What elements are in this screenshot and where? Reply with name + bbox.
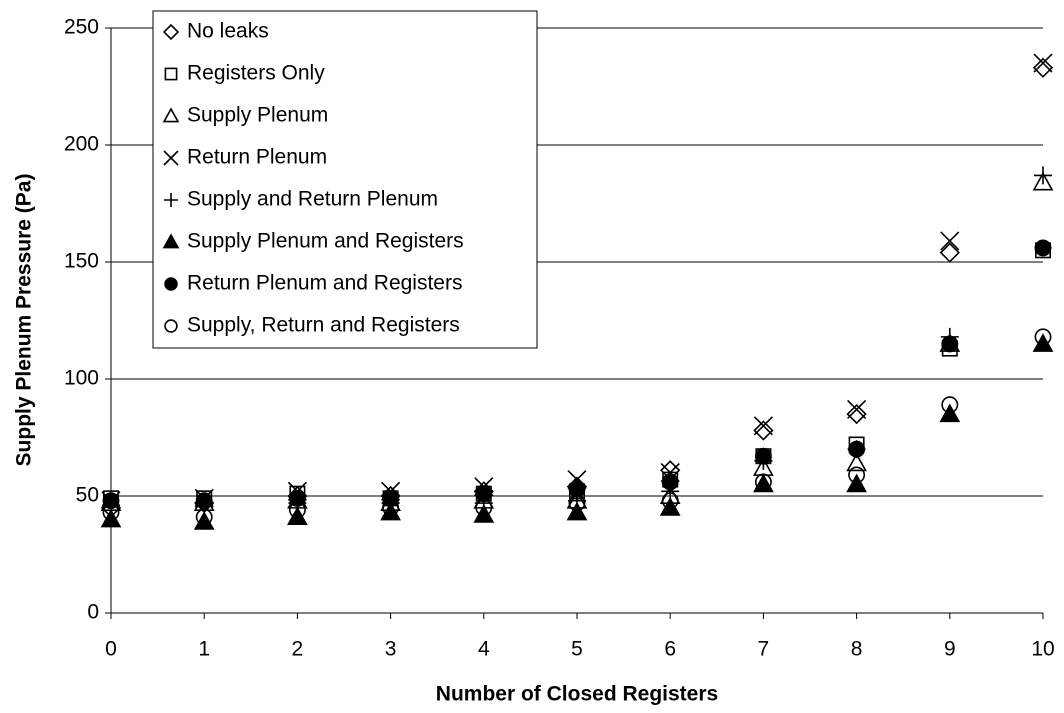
marker: [848, 466, 866, 484]
y-tick-label: 250: [64, 16, 99, 39]
marker: [288, 501, 306, 519]
legend-marker: [162, 107, 180, 123]
marker: [754, 473, 772, 491]
y-tick-label: 150: [64, 250, 99, 273]
marker: [941, 335, 959, 353]
legend-label: Supply Plenum: [187, 104, 328, 127]
marker: [1032, 171, 1054, 191]
legend-marker: [164, 193, 178, 207]
marker: [568, 494, 586, 512]
y-axis-title: Supply Plenum Pressure (Pa): [13, 174, 36, 467]
marker: [382, 499, 400, 517]
x-tick-label: 10: [1031, 638, 1054, 661]
marker: [382, 489, 400, 507]
legend-marker: [164, 277, 178, 291]
x-tick-label: 3: [385, 638, 397, 661]
marker: [100, 508, 122, 528]
legend-marker: [164, 67, 178, 81]
legend-label: Registers Only: [187, 62, 325, 85]
y-tick-label: 100: [64, 367, 99, 390]
marker: [846, 403, 867, 425]
marker: [1034, 166, 1052, 185]
marker: [847, 399, 867, 419]
marker: [941, 396, 959, 414]
marker: [1034, 239, 1052, 257]
x-tick-label: 5: [571, 638, 583, 661]
marker: [846, 473, 867, 493]
x-tick-label: 1: [198, 638, 210, 661]
marker: [939, 403, 961, 423]
marker: [848, 440, 866, 458]
marker: [940, 231, 960, 251]
marker: [1034, 328, 1052, 346]
x-tick-label: 2: [292, 638, 304, 661]
marker: [195, 508, 213, 526]
marker: [568, 480, 586, 498]
y-tick-label: 50: [76, 484, 99, 507]
legend-label: Supply and Return Plenum: [187, 188, 438, 211]
legend-marker: [162, 233, 180, 249]
marker: [846, 452, 867, 472]
marker: [102, 492, 120, 510]
x-tick-label: 9: [944, 638, 956, 661]
legend-marker: [164, 319, 178, 333]
y-tick-label: 200: [64, 133, 99, 156]
marker: [566, 501, 588, 521]
legend-label: Return Plenum: [187, 146, 327, 169]
marker: [659, 497, 681, 516]
y-tick-label: 0: [87, 601, 99, 624]
x-tick-label: 7: [758, 638, 770, 661]
marker: [193, 511, 215, 530]
legend-label: Supply, Return and Registers: [187, 314, 460, 337]
marker: [102, 503, 120, 521]
x-tick-label: 0: [105, 638, 117, 661]
x-tick-label: 6: [664, 638, 676, 661]
marker: [754, 447, 772, 465]
marker: [287, 506, 308, 526]
marker: [753, 416, 773, 436]
marker: [1033, 53, 1053, 73]
marker: [1032, 57, 1054, 78]
legend-marker: [163, 150, 179, 166]
marker: [288, 489, 306, 507]
legend-label: Supply Plenum and Registers: [187, 230, 464, 253]
legend-marker: [162, 23, 180, 41]
marker: [195, 492, 213, 510]
marker: [939, 242, 960, 263]
marker: [1032, 333, 1054, 352]
marker: [475, 485, 493, 503]
x-axis-title: Number of Closed Registers: [436, 683, 718, 706]
x-tick-label: 4: [478, 638, 490, 661]
x-tick-label: 8: [851, 638, 863, 661]
legend-box: [152, 10, 538, 349]
marker: [661, 473, 679, 491]
marker: [380, 501, 401, 521]
marker: [661, 492, 679, 510]
legend-label: No leaks: [187, 20, 269, 43]
legend-label: Return Plenum and Registers: [187, 272, 462, 295]
marker: [753, 420, 774, 441]
marker: [475, 499, 493, 517]
